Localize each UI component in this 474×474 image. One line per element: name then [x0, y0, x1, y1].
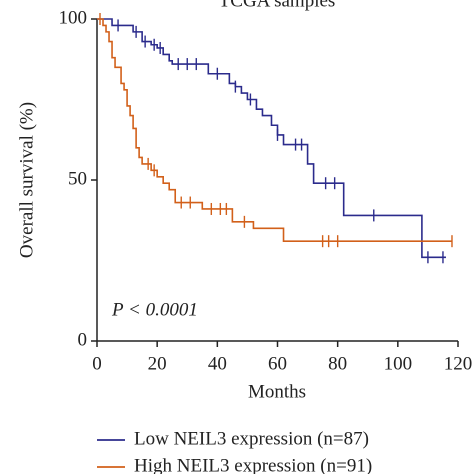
y-axis-label: Overall survival (%) — [16, 102, 37, 258]
legend-label: High NEIL3 expression (n=91) — [134, 455, 372, 474]
x-tick-label: 60 — [268, 353, 287, 374]
x-tick-label: 80 — [328, 353, 347, 374]
survival-curve — [97, 18, 446, 259]
annotation: P < 0.0001 — [111, 299, 198, 320]
legend-label: Low NEIL3 expression (n=87) — [134, 428, 369, 449]
chart-title: TCGA samples — [219, 0, 336, 11]
x-tick-label: 20 — [148, 353, 167, 374]
x-tick-label: 100 — [384, 353, 413, 374]
x-tick-label: 0 — [92, 353, 102, 374]
y-tick-label: 0 — [78, 329, 88, 350]
survival-curve — [97, 18, 452, 242]
x-tick-label: 40 — [208, 353, 227, 374]
y-tick-label: 100 — [59, 7, 88, 28]
x-axis-label: Months — [248, 381, 306, 402]
x-tick-label: 120 — [444, 353, 473, 374]
y-tick-label: 50 — [68, 168, 87, 189]
